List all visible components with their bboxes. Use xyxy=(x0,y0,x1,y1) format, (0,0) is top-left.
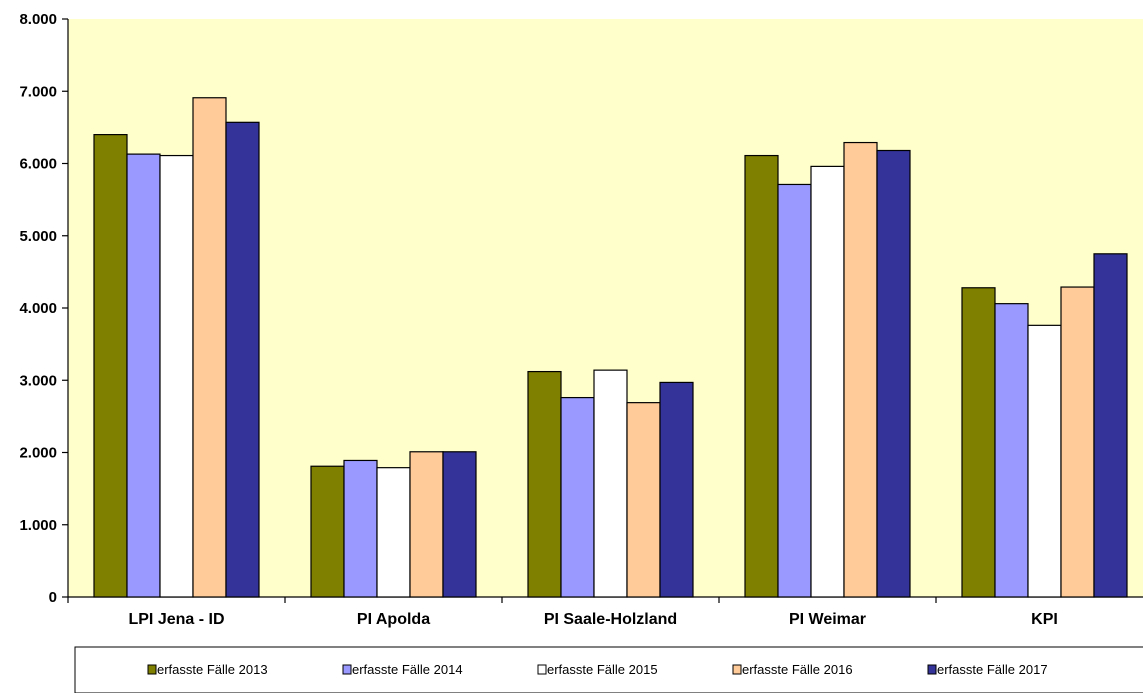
legend-label: erfasste Fälle 2016 xyxy=(742,662,853,677)
legend-swatch xyxy=(537,664,547,675)
y-tick-label: 0 xyxy=(49,589,57,606)
bar xyxy=(159,154,194,598)
y-tick-label: 3.000 xyxy=(19,372,57,389)
y-tick-label: 7.000 xyxy=(19,83,57,100)
legend-swatch xyxy=(147,664,157,675)
bar xyxy=(593,369,628,598)
bar xyxy=(376,467,411,598)
bar xyxy=(442,451,477,598)
x-tick-label: PI Weimar xyxy=(789,611,866,628)
legend: erfasste Fälle 2013 erfasste Fälle 2014 er… xyxy=(74,646,1143,693)
bar xyxy=(777,183,812,598)
y-tick-label: 6.000 xyxy=(19,156,57,173)
x-tick-label: LPI Jena - ID xyxy=(128,611,224,628)
y-tick-label: 5.000 xyxy=(19,228,57,245)
bar xyxy=(1027,324,1062,598)
bar xyxy=(225,121,260,598)
x-tick-label: PI Saale-Holzland xyxy=(544,611,677,628)
bar xyxy=(1060,286,1095,598)
y-tick-label: 1.000 xyxy=(19,517,57,534)
legend-label: erfasste Fälle 2015 xyxy=(547,662,658,677)
bar xyxy=(961,287,996,598)
bar xyxy=(810,165,845,598)
bar xyxy=(126,153,161,598)
x-tick-label: PI Apolda xyxy=(357,611,430,628)
legend-swatch xyxy=(927,664,937,675)
legend-label: erfasste Fälle 2013 xyxy=(157,662,268,677)
y-tick-label: 8.000 xyxy=(19,11,57,28)
bars xyxy=(93,97,1128,598)
bar xyxy=(527,370,562,598)
bar xyxy=(93,134,128,598)
x-axis: LPI Jena - ID PI Apolda PI Saale-Holzland P… xyxy=(67,596,1143,628)
bar xyxy=(626,402,661,598)
legend-swatch xyxy=(732,664,742,675)
bar xyxy=(310,465,345,598)
bar xyxy=(192,97,227,598)
y-tick-label: 2.000 xyxy=(19,445,57,462)
x-tick-label: KPI xyxy=(1031,611,1058,628)
bar xyxy=(560,396,595,598)
bar xyxy=(409,451,444,598)
bar xyxy=(744,154,779,598)
y-tick-label: 4.000 xyxy=(19,300,57,317)
legend-label: erfasste Fälle 2014 xyxy=(352,662,463,677)
y-axis: 0 1.000 2.000 3.000 4.000 5.000 6.000 7.000 8.00… xyxy=(19,11,69,606)
bar xyxy=(343,459,378,598)
bar xyxy=(843,141,878,598)
bar xyxy=(659,381,694,598)
legend-swatch xyxy=(342,664,352,675)
bar xyxy=(876,149,911,598)
bar xyxy=(994,303,1029,598)
legend-label: erfasste Fälle 2017 xyxy=(937,662,1048,677)
bar xyxy=(1093,253,1128,598)
legend-box xyxy=(74,646,1143,693)
